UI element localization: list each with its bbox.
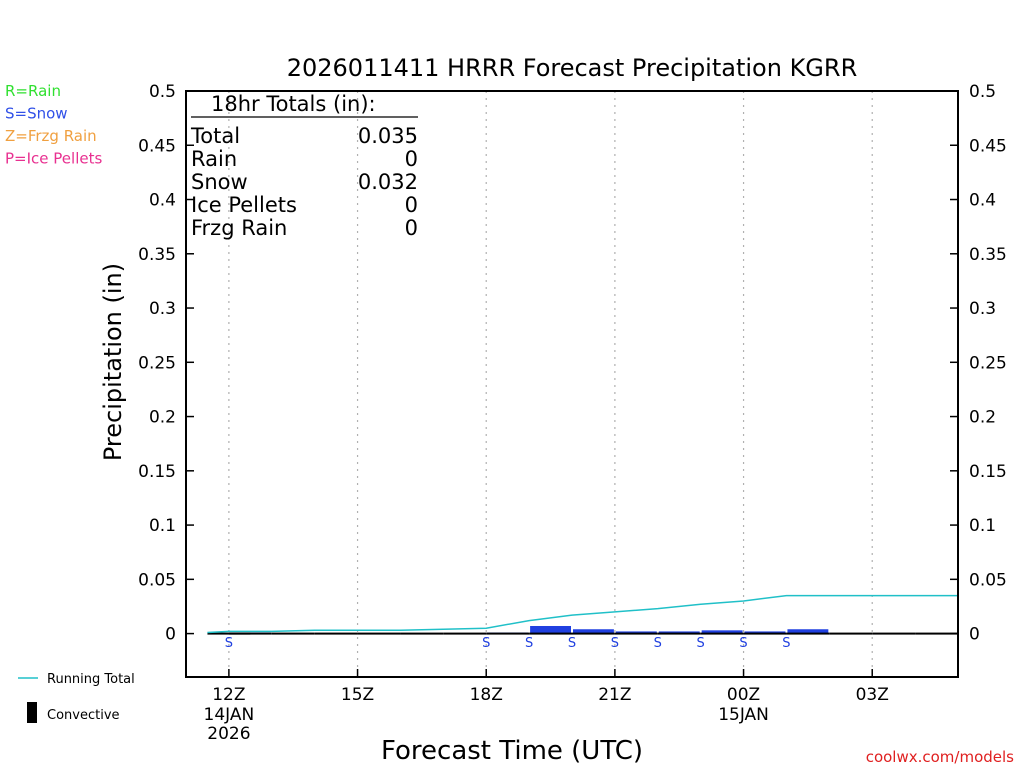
- x-tick-label: 15Z: [341, 685, 374, 705]
- y-tick-label-left: 0.45: [138, 136, 176, 156]
- type-legend-item: Z=Frzg Rain: [5, 127, 97, 145]
- snow-bar: [573, 629, 614, 634]
- convective-bar: [314, 632, 358, 635]
- snow-marker: S: [568, 636, 576, 651]
- x-tick-label: 00Z: [727, 685, 760, 705]
- type-legend-item: R=Rain: [5, 82, 61, 100]
- snow-marker: S: [525, 636, 533, 651]
- y-tick-label-right: 0.1: [969, 516, 996, 536]
- snow-marker: S: [225, 636, 233, 651]
- convective-bar: [700, 632, 744, 635]
- totals-box: 18hr Totals (in): Total 0.035 Rain 0 Snow 0.0…: [190, 92, 418, 240]
- y-tick-label-right: 0.35: [969, 245, 1007, 265]
- x-tick-label: 18Z: [470, 685, 503, 705]
- y-tick-label-left: 0.3: [149, 299, 176, 319]
- totals-value: 0: [405, 216, 418, 240]
- snow-bar: [744, 631, 786, 634]
- x-tick-sublabel: 2026: [207, 724, 250, 744]
- snow-marker: S: [739, 636, 747, 651]
- snow-bar: [530, 625, 571, 634]
- y-tick-label-right: 0.25: [969, 353, 1007, 373]
- convective-legend-label: Convective: [47, 708, 120, 723]
- y-axis-ticks: 0 00.05 0.050.1 0.10.15 0.150.2 0.20.25 0.250.…: [138, 82, 1007, 645]
- y-tick-label-right: 0.3: [969, 299, 996, 319]
- chart-title: 2026011411 HRRR Forecast Precipitation K…: [287, 54, 858, 82]
- convective-bar: [786, 632, 830, 635]
- y-tick-label-left: 0.2: [149, 408, 176, 428]
- convective-bar: [443, 632, 487, 635]
- precip-type-legend: R=Rain S=Snow Z=Frzg Rain P=Ice Pellets: [5, 82, 102, 168]
- convective-bar: [529, 632, 572, 635]
- convective-bar: [271, 632, 315, 635]
- y-tick-label-right: 0.4: [969, 191, 996, 211]
- y-tick-label-right: 0.45: [969, 136, 1007, 156]
- totals-value: 0.035: [358, 124, 418, 148]
- x-tick-sublabel: 15JAN: [718, 705, 769, 725]
- totals-label: Total: [190, 124, 240, 148]
- y-tick-label-right: 0.05: [969, 570, 1007, 590]
- convective-bar: [400, 632, 444, 635]
- y-tick-label-left: 0.35: [138, 245, 176, 265]
- convective-bar: [572, 632, 615, 635]
- y-tick-label-left: 0.4: [149, 191, 176, 211]
- snow-marker: S: [654, 636, 662, 651]
- snow-bar: [701, 630, 743, 634]
- y-tick-label-right: 0.15: [969, 462, 1007, 482]
- plot-frame: [185, 90, 959, 678]
- y-tick-label-left: 0.5: [149, 82, 176, 102]
- snow-marker: S: [611, 636, 619, 651]
- totals-heading: 18hr Totals (in):: [211, 92, 376, 116]
- snow-marker: S: [697, 636, 705, 651]
- totals-label: Rain: [191, 147, 237, 171]
- convective-swatch: [27, 702, 37, 723]
- running-total: [207, 594, 958, 634]
- y-tick-label-left: 0.15: [138, 462, 176, 482]
- y-tick-label-right: 0: [969, 625, 980, 645]
- convective-bar: [486, 632, 530, 635]
- convective-bar: [872, 632, 916, 635]
- totals-label: Ice Pellets: [191, 193, 297, 217]
- totals-value: 0: [405, 193, 418, 217]
- y-tick-label-left: 0: [165, 625, 176, 645]
- x-tick-label: 12Z: [212, 685, 245, 705]
- convective-bar: [657, 632, 701, 635]
- x-axis-label: Forecast Time (UTC): [381, 736, 643, 766]
- y-tick-label-left: 0.25: [138, 353, 176, 373]
- snow-bar: [658, 631, 700, 634]
- grid-lines: [228, 91, 873, 677]
- totals-label: Snow: [191, 170, 248, 194]
- line-legend: Running Total Convective: [18, 672, 135, 723]
- snow-bar: [615, 631, 657, 634]
- running-total-line: [207, 594, 958, 634]
- snow-marker: S: [482, 636, 490, 651]
- convective-bar: [357, 632, 401, 635]
- type-legend-item: P=Ice Pellets: [5, 150, 102, 168]
- running-total-legend-label: Running Total: [47, 672, 135, 687]
- convective-bars: [207, 632, 958, 635]
- totals-label: Frzg Rain: [191, 216, 287, 240]
- convective-bar: [743, 632, 787, 635]
- y-axis-label: Precipitation (in): [99, 263, 127, 461]
- credit-text: coolwx.com/models: [866, 748, 1014, 766]
- y-tick-label-left: 0.05: [138, 570, 176, 590]
- convective-bar: [228, 632, 272, 635]
- convective-bar: [614, 632, 658, 635]
- totals-value: 0: [405, 147, 418, 171]
- x-tick-sublabel: 14JAN: [204, 705, 255, 725]
- x-tick-label: 03Z: [856, 685, 889, 705]
- type-legend-item: S=Snow: [5, 105, 68, 123]
- convective-bar: [829, 632, 873, 635]
- totals-value: 0.032: [358, 170, 418, 194]
- y-tick-label-right: 0.5: [969, 82, 996, 102]
- snow-bar: [787, 629, 829, 634]
- y-tick-label-right: 0.2: [969, 408, 996, 428]
- x-tick-label: 21Z: [598, 685, 631, 705]
- convective-bar: [915, 632, 958, 635]
- y-tick-label-left: 0.1: [149, 516, 176, 536]
- snow-marker: S: [782, 636, 790, 651]
